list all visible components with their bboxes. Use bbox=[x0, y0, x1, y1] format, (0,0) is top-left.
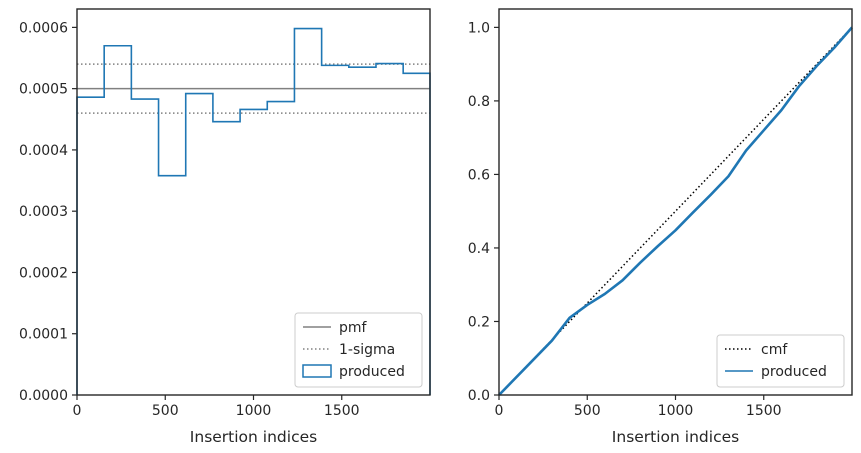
legend-box bbox=[716, 334, 845, 388]
y-tick-label: 0.0 bbox=[468, 388, 490, 404]
x-tick-label: 1000 bbox=[658, 403, 694, 419]
x-tick-label: 0 bbox=[495, 403, 504, 419]
axes-frame bbox=[76, 8, 431, 396]
y-tick-label: 0.0006 bbox=[19, 20, 68, 36]
axes-frame bbox=[498, 8, 853, 396]
produced-step-histogram bbox=[76, 27, 431, 395]
y-tick-label: 0.6 bbox=[468, 167, 490, 183]
y-tick-label: 0.0005 bbox=[19, 82, 68, 98]
legend-label-1-sigma: 1-sigma bbox=[339, 342, 395, 358]
x-tick-label: 500 bbox=[152, 403, 179, 419]
left-panel-pmf: 0 500 1000 1500 0.0000 0.0001 0.0002 0.0003 0.00… bbox=[19, 8, 431, 446]
x-tick-label: 1500 bbox=[324, 403, 360, 419]
legend-label-produced: produced bbox=[761, 364, 827, 380]
x-axis-label: Insertion indices bbox=[190, 428, 317, 446]
x-tick-label: 500 bbox=[574, 403, 601, 419]
right-panel-cmf: 0 500 1000 1500 0.0 0.2 0.4 0.6 0.8 1.0 Insertion … bbox=[468, 8, 853, 446]
y-tick-label: 0.4 bbox=[468, 241, 490, 257]
produced-cumulative-line bbox=[498, 26, 853, 396]
y-tick-label: 0.0000 bbox=[19, 388, 68, 404]
y-tick-label: 0.0001 bbox=[19, 327, 68, 343]
x-tick-label: 1000 bbox=[236, 403, 272, 419]
legend-handle-produced bbox=[302, 364, 332, 378]
legend-label-cmf: cmf bbox=[761, 342, 788, 358]
legend-label-pmf: pmf bbox=[339, 320, 368, 336]
y-tick-label: 0.0003 bbox=[19, 204, 68, 220]
y-tick-label: 0.0002 bbox=[19, 265, 68, 281]
legend-box bbox=[294, 312, 423, 388]
y-tick-label: 1.0 bbox=[468, 20, 490, 36]
x-axis-label: Insertion indices bbox=[612, 428, 739, 446]
legend-label-produced: produced bbox=[339, 364, 405, 380]
y-tick-label: 0.8 bbox=[468, 94, 490, 110]
x-tick-label: 1500 bbox=[746, 403, 782, 419]
y-tick-label: 0.2 bbox=[468, 314, 490, 330]
x-tick-label: 0 bbox=[73, 403, 82, 419]
y-tick-label: 0.0004 bbox=[19, 143, 68, 159]
